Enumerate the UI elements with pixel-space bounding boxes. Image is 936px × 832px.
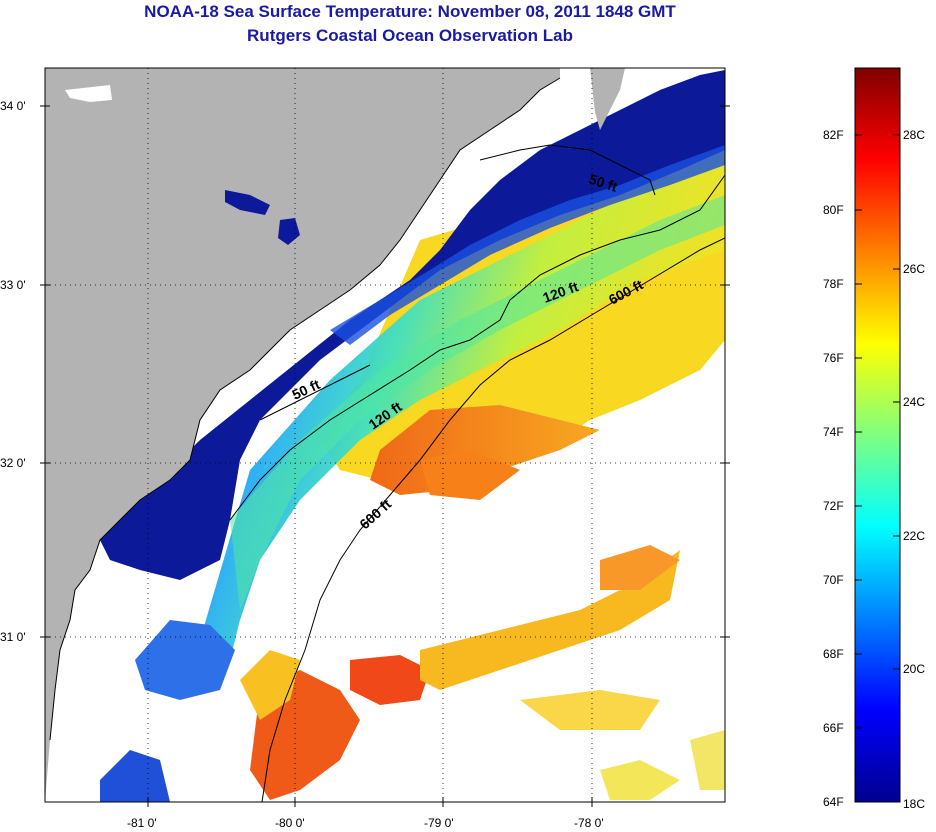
southern-cool-patch — [100, 750, 170, 802]
coastline — [49, 77, 561, 741]
southern-warm-patch — [600, 545, 680, 590]
southern-cool-patch — [135, 620, 235, 700]
mid-shelf-band — [230, 195, 725, 610]
lat-label: 34 0' — [0, 99, 26, 113]
gulf-stream-core — [420, 450, 520, 500]
colorbar-f-label: 80F — [823, 203, 844, 217]
land — [590, 68, 625, 130]
southern-warm-patch — [350, 655, 430, 705]
southern-warm-patch — [240, 650, 300, 720]
colorbar-f-label: 72F — [823, 499, 844, 513]
lat-label: 31 0' — [0, 630, 26, 644]
southern-warm-patch — [420, 550, 680, 690]
inland-lake — [65, 85, 112, 102]
colorbar-frame — [854, 67, 901, 803]
isobath-120ft — [229, 174, 725, 521]
colorbar-c-label: 28C — [903, 128, 926, 142]
lat-label: 33 0' — [0, 278, 26, 292]
graticule — [45, 68, 725, 802]
southern-warm-patch — [600, 760, 680, 800]
inland-lake — [278, 218, 300, 245]
isobath-50ft — [259, 364, 371, 421]
colorbar-c-label: 26C — [903, 262, 926, 276]
inland-lake — [225, 190, 270, 215]
nearshore-transition — [330, 145, 725, 345]
lat-label: 32 0' — [0, 456, 26, 470]
map-frame — [44, 67, 726, 803]
land — [45, 68, 560, 802]
colorbar-c-label: 18C — [903, 797, 926, 811]
southern-warm-patch — [520, 690, 660, 730]
colorbar-f-label: 76F — [823, 351, 844, 365]
lon-label: -79 0' — [424, 816, 454, 830]
colorbar-f-label: 64F — [823, 795, 844, 809]
colorbar-f-label: 82F — [823, 128, 844, 142]
cloud-mask — [60, 570, 120, 802]
map-subtitle: Rutgers Coastal Ocean Observation Lab — [247, 26, 573, 45]
southern-warm-patch — [690, 730, 725, 790]
lon-label: -81 0' — [127, 816, 157, 830]
colorbar-c-label: 22C — [903, 529, 926, 543]
lon-label: -80 0' — [275, 816, 305, 830]
axis-ticks — [40, 105, 730, 807]
colorbar-f-label: 68F — [823, 647, 844, 661]
colorbar-f-label: 66F — [823, 721, 844, 735]
colorbar-c-label: 24C — [903, 395, 926, 409]
colorbar-c-label: 20C — [903, 662, 926, 676]
colorbar-f-label: 74F — [823, 425, 844, 439]
map-image: 50 ft 120 ft 600 ft 50 ft 120 ft 600 ft — [45, 68, 725, 802]
map-title: NOAA-18 Sea Surface Temperature: Novembe… — [144, 2, 676, 21]
colorbar-ticks — [855, 134, 900, 729]
colorbar-f-label: 70F — [823, 573, 844, 587]
isobath-50ft — [479, 144, 656, 196]
colorbar-f-label: 78F — [823, 277, 844, 291]
lon-label: -78 0' — [574, 816, 604, 830]
isobath-600ft — [261, 237, 725, 802]
nearshore-cold-water — [100, 70, 725, 580]
colorbar — [855, 68, 900, 802]
